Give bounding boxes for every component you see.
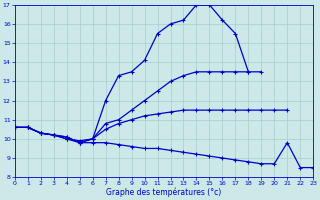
X-axis label: Graphe des températures (°c): Graphe des températures (°c) xyxy=(106,188,222,197)
